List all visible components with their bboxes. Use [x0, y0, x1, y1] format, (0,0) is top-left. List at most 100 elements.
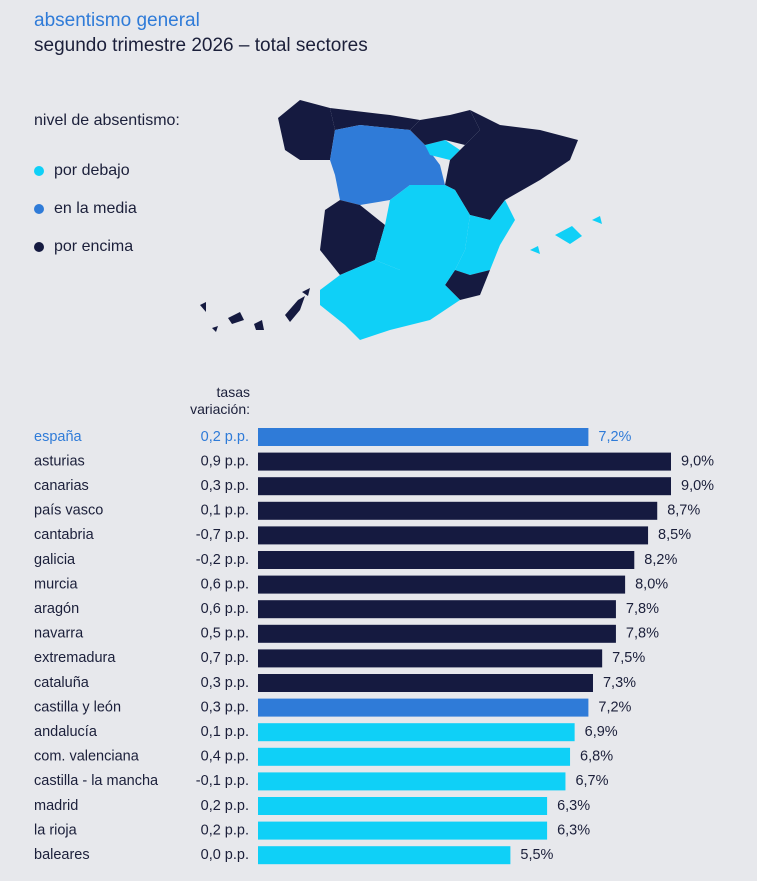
bar-value-label: 7,2% [598, 429, 631, 445]
map-region-murcia [445, 270, 490, 300]
bar-variation-label: 0,3 p.p. [201, 699, 249, 715]
bar [258, 624, 616, 643]
bar-variation-label: 0,6 p.p. [201, 576, 249, 592]
bar [258, 600, 616, 619]
map-region-madrid-clm [375, 185, 470, 270]
legend-dot-average [34, 204, 44, 214]
bar-value-label: 7,3% [603, 675, 636, 691]
variation-header-line-1: tasas [216, 384, 250, 400]
bar [258, 674, 593, 692]
map-region-pais-vasco-navarra [410, 110, 480, 145]
bar-value-label: 8,5% [658, 527, 691, 543]
bar [258, 821, 548, 840]
bar-value-label: 8,2% [644, 552, 677, 568]
bar-variation-label: -0,7 p.p. [196, 527, 249, 543]
map-region-andalucia [320, 260, 460, 340]
bar [258, 723, 575, 742]
bar-variation-label: 0,9 p.p. [201, 453, 249, 469]
legend-label-average: en la media [54, 200, 137, 217]
variation-column-header: tasas variación: [190, 384, 250, 418]
bar-value-label: 7,5% [612, 650, 645, 666]
map-region-la-rioja [425, 140, 460, 160]
bar-category-label: la rioja [34, 822, 78, 838]
bar-variation-label: 0,4 p.p. [201, 749, 249, 765]
legend-item-below: por debajo [34, 162, 130, 180]
map-region-galicia [278, 100, 335, 160]
bar [258, 501, 658, 520]
bar [258, 846, 511, 865]
bar-value-label: 9,0% [681, 478, 714, 494]
bar-variation-label: 0,7 p.p. [201, 650, 249, 666]
bar-category-label: asturias [34, 453, 85, 469]
bar [258, 747, 571, 766]
bar [258, 428, 589, 446]
bar-variation-label: 0,1 p.p. [201, 724, 249, 740]
map-region-extremadura [320, 200, 385, 275]
legend-item-average: en la media [34, 200, 137, 218]
bar-value-label: 9,0% [681, 453, 714, 469]
bar [258, 797, 548, 815]
bar [258, 526, 649, 545]
bar-category-label: andalucía [34, 724, 98, 740]
bar-category-label: extremadura [34, 650, 116, 666]
bar-value-label: 6,8% [580, 749, 613, 765]
bar-category-label: cantabria [34, 527, 95, 543]
bar [258, 477, 671, 496]
bar [258, 452, 671, 471]
bar [258, 551, 635, 569]
bar [258, 575, 626, 594]
bar-value-label: 7,2% [598, 699, 631, 715]
bar-value-label: 8,7% [667, 503, 700, 519]
map-region-asturias-cantabria [330, 108, 420, 130]
bar-value-label: 6,9% [585, 724, 618, 740]
bar-category-label: aragón [34, 601, 79, 617]
bar-category-label: navarra [34, 626, 84, 642]
bar-variation-label: 0,1 p.p. [201, 503, 249, 519]
bar-category-label: españa [34, 429, 83, 445]
bar-category-label: castilla - la mancha [34, 773, 159, 789]
bar-variation-label: 0,5 p.p. [201, 626, 249, 642]
bar [258, 649, 603, 668]
bar-variation-label: 0,2 p.p. [201, 429, 249, 445]
bar-category-label: canarias [34, 478, 89, 494]
bar [258, 772, 566, 791]
bar-variation-label: 0,0 p.p. [201, 847, 249, 863]
bar-category-label: baleares [34, 847, 90, 863]
bar-category-label: cataluña [34, 675, 90, 691]
map-region-valenciana [455, 200, 515, 275]
bar-value-label: 6,3% [557, 822, 590, 838]
bar-variation-label: 0,3 p.p. [201, 675, 249, 691]
bar-value-label: 7,8% [626, 601, 659, 617]
legend-title: nivel de absentismo: [34, 112, 180, 129]
bar-variation-label: 0,3 p.p. [201, 478, 249, 494]
map-region-aragon-cataluna [445, 110, 578, 220]
bar-variation-label: 0,6 p.p. [201, 601, 249, 617]
bar-category-label: país vasco [34, 503, 103, 519]
legend-item-above: por encima [34, 238, 133, 256]
bar-category-label: com. valenciana [34, 749, 140, 765]
legend-label-above: por encima [54, 238, 134, 255]
bar-value-label: 6,3% [557, 798, 590, 814]
bar-value-label: 7,8% [626, 626, 659, 642]
bar-variation-label: -0,2 p.p. [196, 552, 249, 568]
chart-title: absentismo general [34, 10, 200, 31]
spain-map [200, 100, 602, 340]
map-region-baleares [530, 216, 602, 254]
bar-category-label: murcia [34, 576, 78, 592]
bar-value-label: 8,0% [635, 576, 668, 592]
bar-value-label: 6,7% [575, 773, 608, 789]
legend-dot-above [34, 242, 44, 252]
legend-dot-below [34, 166, 44, 176]
chart-subtitle: segundo trimestre 2026 – total sectores [34, 35, 368, 56]
bar-variation-label: 0,2 p.p. [201, 798, 249, 814]
bar [258, 698, 589, 717]
legend-label-below: por debajo [54, 162, 130, 179]
bar-category-label: castilla y león [34, 699, 121, 715]
variation-header-line-2: variación: [190, 401, 250, 417]
bar-variation-label: 0,2 p.p. [201, 822, 249, 838]
bar-variation-label: -0,1 p.p. [196, 773, 249, 789]
bar-value-label: 5,5% [520, 847, 553, 863]
bar-category-label: galicia [34, 552, 76, 568]
bar-category-label: madrid [34, 798, 78, 814]
